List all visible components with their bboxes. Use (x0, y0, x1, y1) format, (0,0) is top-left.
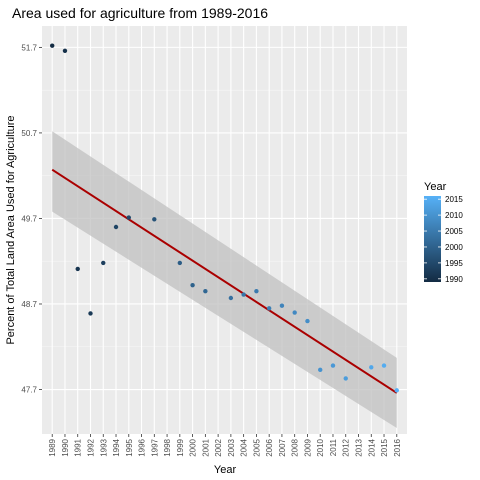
data-point (279, 303, 285, 308)
data-point (228, 295, 234, 301)
x-tick-label: 1999 (176, 438, 185, 456)
legend: Year 2015 2010 2005 2000 1995 1990 (424, 181, 463, 284)
data-point (190, 282, 195, 288)
data-point (126, 215, 131, 220)
x-tick-label: 2006 (265, 438, 274, 456)
legend-label: 2010 (445, 211, 463, 220)
data-point (266, 306, 272, 311)
x-tick-label: 1997 (150, 438, 159, 456)
y-tick-label: 47.7 (21, 386, 37, 395)
legend-label: 1995 (445, 259, 463, 268)
y-axis-title: Percent of Total Land Area Used for Agri… (5, 115, 17, 344)
x-tick-label: 1989 (48, 438, 57, 456)
y-tick-label: 50.7 (21, 129, 37, 138)
x-tick-label: 2015 (380, 438, 389, 456)
x-tick-label: 2010 (316, 438, 325, 456)
data-point (62, 48, 68, 54)
legend-label: 2015 (445, 195, 463, 204)
x-tick-label: 1993 (99, 438, 108, 456)
legend-ticks: 2015 2010 2005 2000 1995 1990 (424, 195, 463, 284)
data-point (369, 365, 374, 370)
legend-label: 1990 (445, 275, 463, 284)
x-tick-label: 2013 (355, 438, 364, 456)
data-point (177, 260, 183, 266)
data-point (152, 217, 157, 222)
x-tick-label: 2003 (227, 438, 236, 456)
x-tick-label: 2011 (329, 438, 338, 456)
data-point (88, 311, 93, 316)
data-point (318, 367, 323, 373)
x-tick-label: 2001 (201, 438, 210, 456)
data-point (381, 363, 387, 368)
x-tick-label: 2016 (393, 438, 402, 456)
x-tick-label: 1995 (125, 438, 134, 456)
data-point (343, 376, 348, 381)
x-tick-label: 1998 (163, 438, 172, 456)
x-tick-label: 1990 (61, 438, 70, 456)
data-point (254, 288, 259, 294)
chart-title: Area used for agriculture from 1989-2016 (12, 5, 268, 21)
y-tick-label: 51.7 (21, 43, 37, 52)
legend-colorbar (424, 196, 441, 282)
data-point (305, 318, 310, 324)
x-tick-label: 1996 (138, 438, 147, 456)
x-tick-label: 1992 (86, 438, 95, 456)
y-tick-label: 48.7 (21, 300, 37, 309)
x-tick-label: 2009 (303, 438, 312, 456)
x-tick-label: 2012 (342, 438, 351, 456)
x-tick-label: 2000 (189, 438, 198, 456)
data-point (75, 266, 80, 272)
legend-title: Year (424, 181, 447, 193)
trend-line (51, 168, 398, 394)
x-tick-label: 2004 (240, 438, 249, 456)
data-point (113, 224, 119, 230)
x-tick-label: 1991 (74, 438, 83, 456)
x-axis-ticks: 1989 1990 1991 1992 1993 1994 1995 1996 1997 1998… (48, 434, 402, 457)
data-point (394, 388, 399, 393)
x-tick-label: 2007 (278, 438, 287, 456)
x-axis-title: Year (214, 464, 237, 476)
confidence-ribbon (52, 131, 397, 429)
data-point (292, 310, 297, 315)
data-points (50, 43, 399, 393)
legend-label: 2000 (445, 243, 463, 252)
x-tick-label: 2014 (367, 438, 376, 456)
x-tick-label: 1994 (112, 438, 121, 456)
data-point (50, 43, 55, 48)
y-axis-ticks: 47.7 48.7 49.7 50.7 51.7 (21, 43, 42, 395)
x-tick-label: 2005 (252, 438, 261, 456)
y-tick-label: 49.7 (21, 214, 37, 223)
legend-label: 2005 (445, 227, 463, 236)
data-point (330, 363, 336, 368)
data-point (101, 260, 106, 266)
data-point (241, 292, 246, 297)
data-point (203, 288, 208, 294)
x-tick-label: 2002 (214, 438, 223, 456)
x-tick-label: 2008 (291, 438, 300, 456)
